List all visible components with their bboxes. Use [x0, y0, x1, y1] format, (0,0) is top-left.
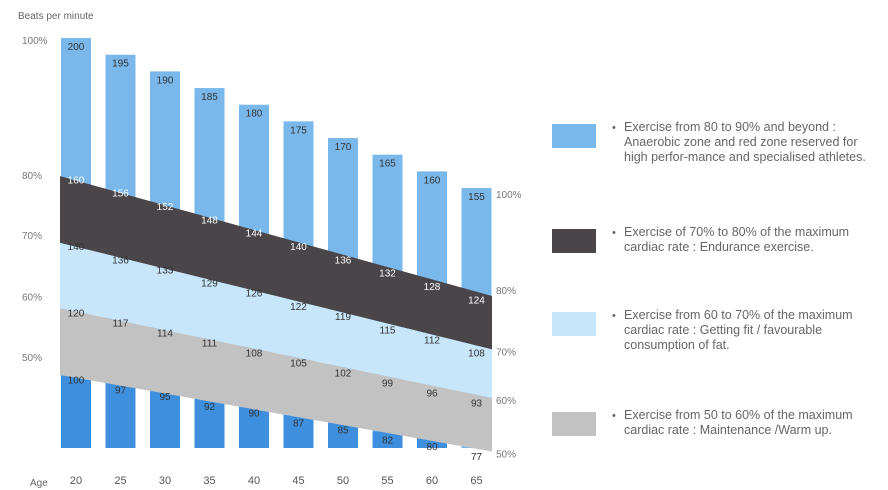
right-percent-label-80: 80% [496, 286, 516, 297]
value-label-70pct-60: 112 [424, 335, 440, 346]
right-percent-label-70: 70% [496, 347, 516, 358]
value-label-50pct-60: 80 [426, 442, 438, 453]
value-label-50pct-25: 97 [115, 385, 127, 396]
y-axis-label: Beats per minute [18, 11, 94, 22]
value-label-100pct-65: 155 [468, 192, 485, 203]
left-percent-label-100: 100% [22, 36, 48, 47]
value-label-80pct-40: 144 [246, 229, 263, 240]
value-label-100pct-30: 190 [157, 75, 174, 86]
value-label-100pct-45: 175 [290, 125, 307, 136]
value-label-70pct-45: 122 [290, 302, 307, 313]
left-percent-label-50: 50% [22, 353, 42, 364]
value-label-80pct-35: 148 [201, 215, 218, 226]
left-percent-label-80: 80% [22, 171, 42, 182]
legend-swatch-maintenance [552, 412, 596, 436]
value-label-100pct-20: 200 [68, 42, 85, 53]
value-label-60pct-40: 108 [246, 349, 263, 360]
value-label-100pct-60: 160 [424, 175, 441, 186]
bar-base-40 [239, 404, 269, 448]
value-label-100pct-40: 180 [246, 109, 263, 120]
fitness-zone-band [60, 308, 492, 452]
value-label-60pct-60: 96 [426, 389, 438, 400]
value-label-100pct-55: 165 [379, 159, 396, 170]
value-label-70pct-25: 136 [112, 255, 129, 266]
value-label-60pct-55: 99 [382, 379, 394, 390]
legend-text-fitness: Exercise from 60 to 70% of the maximum c… [624, 308, 853, 352]
value-label-80pct-55: 132 [379, 269, 396, 280]
value-label-50pct-50: 85 [337, 425, 349, 436]
value-label-50pct-45: 87 [293, 419, 305, 430]
x-axis-label: Age [30, 478, 48, 489]
value-label-80pct-65: 124 [468, 295, 485, 306]
value-label-70pct-30: 133 [157, 265, 174, 276]
value-label-50pct-55: 82 [382, 435, 394, 446]
value-label-70pct-65: 108 [468, 349, 485, 360]
legend-bullet: • [612, 410, 616, 422]
legend-bullet: • [612, 310, 616, 322]
legend-swatch-anaerobic [552, 124, 596, 148]
value-label-60pct-30: 114 [157, 329, 173, 340]
left-percent-label-60: 60% [22, 292, 42, 303]
right-percent-label-100: 100% [496, 190, 522, 201]
bar-base-60 [417, 438, 447, 448]
age-tick-20: 20 [70, 475, 82, 487]
value-label-50pct-30: 95 [159, 392, 171, 403]
value-label-70pct-55: 115 [380, 325, 396, 336]
value-label-60pct-65: 93 [471, 399, 483, 410]
legend-swatch-fitness [552, 312, 596, 336]
value-label-100pct-25: 195 [112, 59, 129, 70]
age-tick-40: 40 [248, 475, 260, 487]
value-label-100pct-35: 185 [201, 92, 218, 103]
value-label-50pct-35: 92 [204, 402, 216, 413]
right-percent-label-50: 50% [496, 449, 516, 460]
value-label-70pct-50: 119 [335, 312, 351, 323]
bar-base-20 [61, 371, 91, 448]
bar-base-55 [372, 431, 403, 448]
endurance-zone-band [60, 242, 492, 399]
legend-text-maintenance: Exercise from 50 to 60% of the maximum c… [624, 408, 853, 437]
value-label-80pct-25: 156 [112, 189, 129, 200]
right-percent-label-60: 60% [496, 396, 516, 407]
value-label-70pct-20: 140 [68, 242, 85, 253]
legend-text-endurance: Exercise of 70% to 80% of the maximum ca… [624, 225, 850, 254]
value-label-80pct-45: 140 [290, 242, 307, 253]
value-label-80pct-50: 136 [335, 255, 352, 266]
value-label-50pct-65: 77 [471, 452, 483, 463]
value-label-60pct-50: 102 [335, 369, 352, 380]
value-label-50pct-40: 90 [248, 409, 260, 420]
age-tick-65: 65 [470, 475, 482, 487]
age-tick-55: 55 [381, 475, 393, 487]
bar-base-45 [283, 414, 314, 448]
value-label-60pct-35: 111 [202, 339, 218, 350]
legend-swatch-endurance [552, 229, 596, 253]
legend-bullet: • [612, 122, 616, 134]
value-label-80pct-30: 152 [157, 202, 174, 213]
bar-base-30 [150, 388, 180, 448]
legend-text-anaerobic: Exercise from 80 to 90% and beyond : Ana… [624, 120, 866, 164]
anaerobic-zone-band [60, 176, 492, 350]
value-label-60pct-45: 105 [290, 359, 307, 370]
age-tick-50: 50 [337, 475, 349, 487]
value-label-80pct-60: 128 [424, 282, 441, 293]
value-label-60pct-20: 120 [68, 309, 85, 320]
age-tick-35: 35 [203, 475, 215, 487]
age-tick-25: 25 [114, 475, 126, 487]
age-tick-60: 60 [426, 475, 438, 487]
age-tick-30: 30 [159, 475, 171, 487]
heart-rate-zone-chart: 200 195 190 185 180 175 170 165 160 155 160 156 152 1… [18, 11, 522, 489]
bar-base-25 [105, 381, 136, 448]
value-label-100pct-50: 170 [335, 142, 352, 153]
left-percent-label-70: 70% [22, 231, 42, 242]
value-label-70pct-35: 129 [201, 279, 218, 290]
value-label-50pct-20: 100 [68, 375, 85, 386]
bar-base-35 [194, 398, 225, 448]
value-label-70pct-40: 126 [246, 289, 263, 300]
value-label-80pct-20: 160 [68, 175, 85, 186]
legend-bullet: • [612, 227, 616, 239]
age-tick-45: 45 [292, 475, 304, 487]
value-label-60pct-25: 117 [113, 319, 129, 330]
